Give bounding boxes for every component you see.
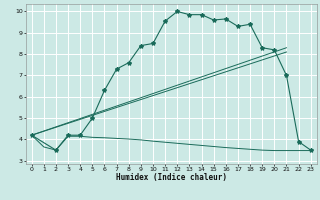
X-axis label: Humidex (Indice chaleur): Humidex (Indice chaleur): [116, 173, 227, 182]
